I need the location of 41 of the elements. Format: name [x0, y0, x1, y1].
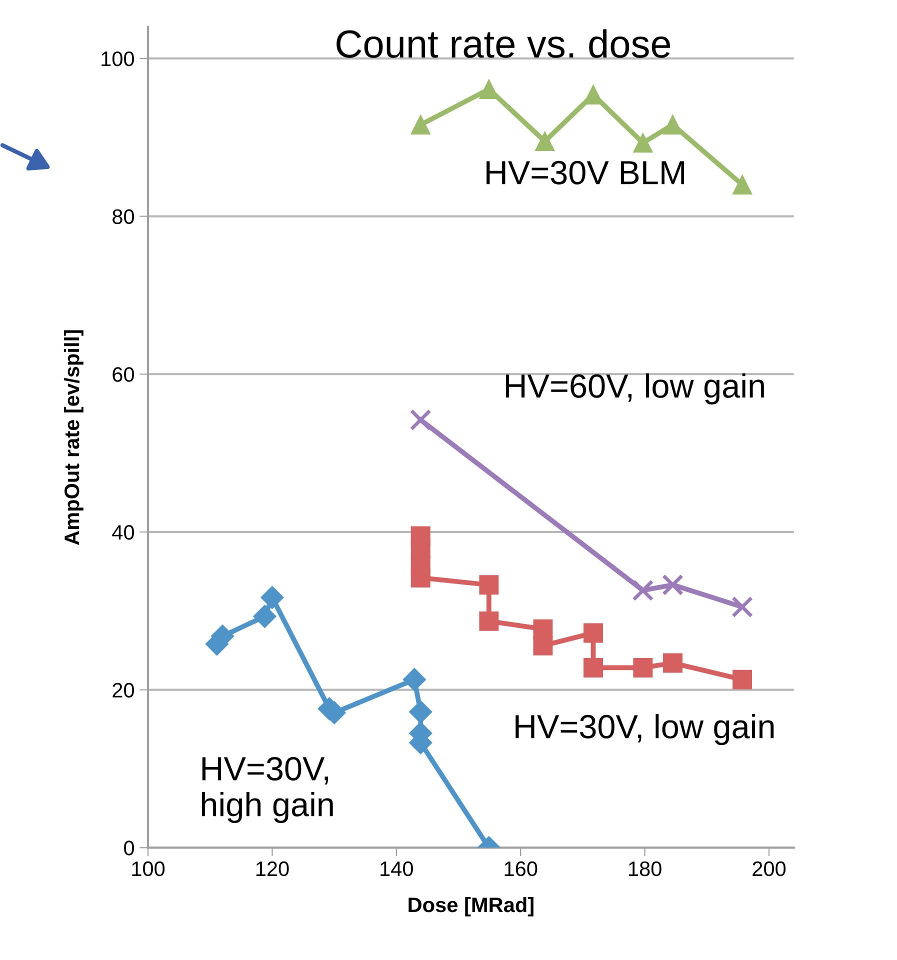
y-tick-label: 60 [112, 367, 134, 382]
y-tick-label: 80 [112, 209, 134, 224]
point [663, 653, 682, 673]
x-tick-label: 180 [629, 861, 662, 876]
point [633, 133, 653, 153]
point [535, 132, 555, 152]
point [663, 115, 682, 134]
annotation: HV=30V BLM [486, 160, 684, 184]
x-tick-label: 200 [752, 861, 786, 876]
point [632, 580, 654, 602]
y-tick-label: 0 [124, 840, 134, 856]
annotation: HV=60V, low gain [506, 373, 764, 404]
point [584, 658, 603, 678]
annotation: HV=30V, high gain [202, 756, 333, 824]
y-tick-label: 20 [112, 682, 134, 698]
x-tick-label: 120 [256, 861, 289, 876]
point [662, 574, 684, 596]
point [479, 575, 499, 595]
point [253, 604, 276, 628]
point [410, 568, 430, 588]
point [584, 623, 603, 643]
point [410, 409, 432, 431]
x-axis-title: Dose [MRad] [408, 896, 534, 916]
point [633, 658, 653, 678]
point [409, 700, 432, 724]
point [732, 596, 754, 618]
point [732, 175, 752, 194]
x-tick-label: 160 [504, 861, 538, 876]
x-tick-label: 140 [380, 861, 413, 876]
point [402, 668, 426, 692]
chart-title: Count rate vs. dose [336, 29, 670, 58]
point [533, 636, 553, 656]
y-tick-label: 100 [102, 51, 134, 66]
y-axis-title: AmpOut rate [ev/spill] [64, 330, 84, 545]
point [410, 115, 430, 134]
x-tick-label: 100 [132, 861, 165, 876]
point [732, 670, 752, 690]
annotation: HV=30V, low gain [516, 714, 774, 746]
point [260, 586, 284, 609]
point [479, 611, 499, 631]
y-tick-label: 40 [112, 524, 134, 540]
